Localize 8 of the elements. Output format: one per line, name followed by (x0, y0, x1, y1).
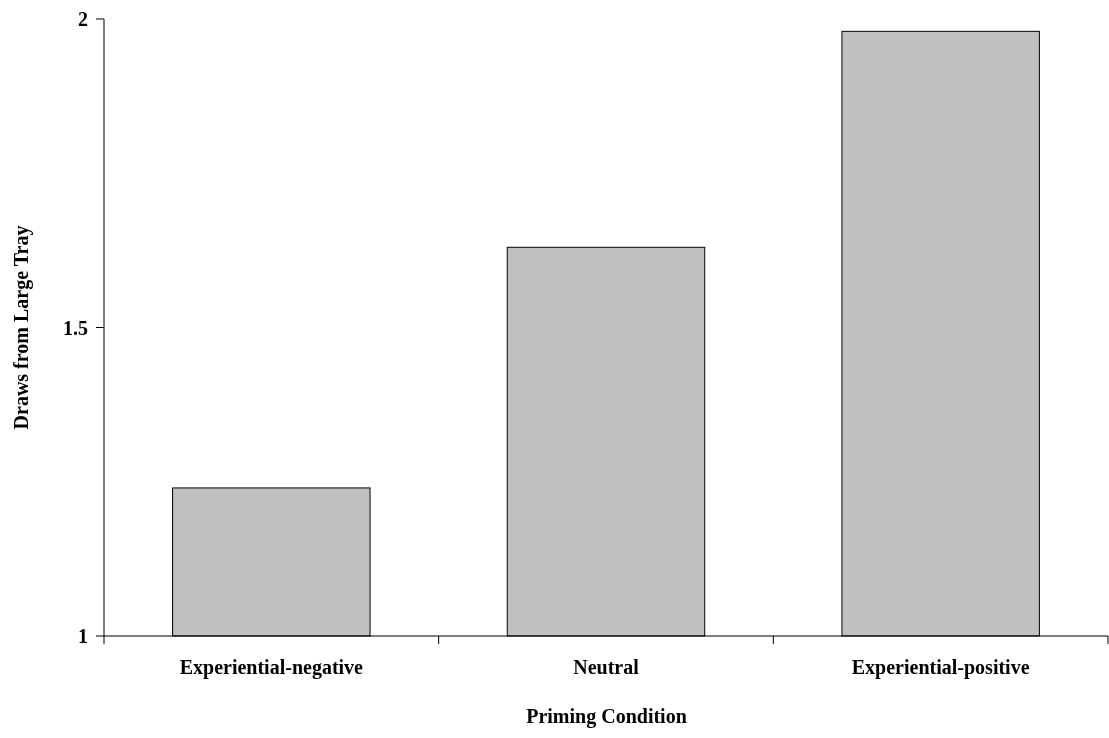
x-axis-title: Priming Condition (526, 705, 687, 728)
x-tick-label: Experiential-positive (851, 656, 1030, 679)
y-axis-title: Draws from Large Tray (10, 225, 33, 430)
y-tick-label: 1 (78, 625, 88, 647)
x-tick-label: Experiential-negative (179, 656, 364, 679)
x-tick-label: Neutral (573, 656, 640, 678)
y-tick-label: 1.5 (63, 316, 88, 339)
y-tick-label: 2 (78, 8, 88, 30)
